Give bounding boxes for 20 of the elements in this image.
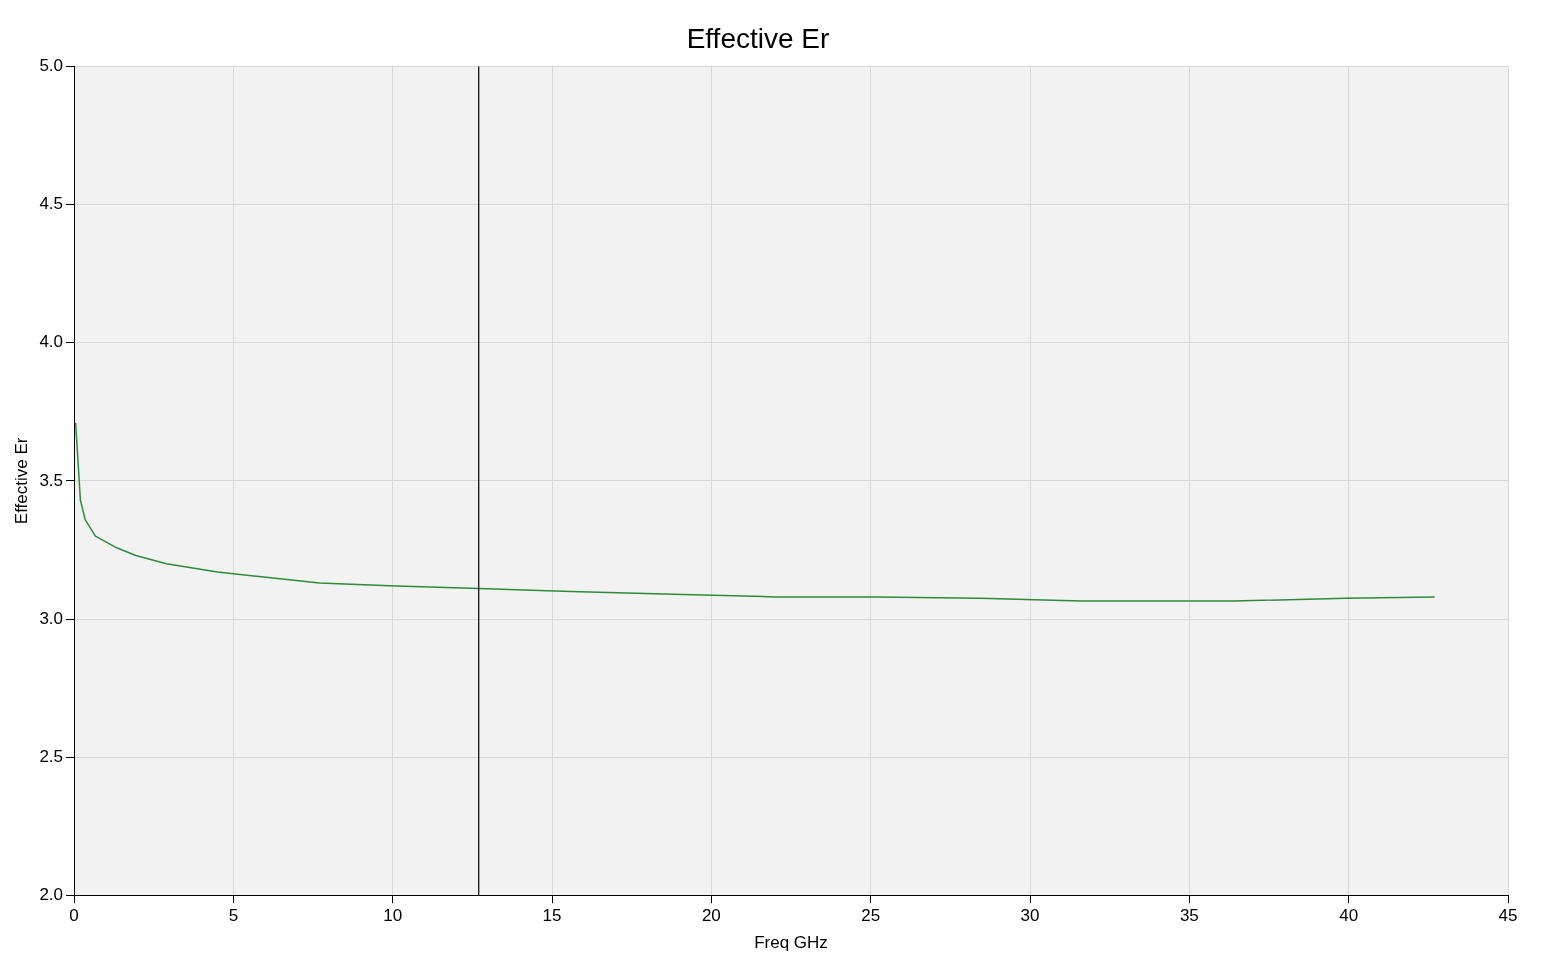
y-axis-title: Effective Er [11, 437, 31, 525]
x-tick-label: 45 [1498, 906, 1518, 926]
x-tick-label: 15 [542, 906, 562, 926]
y-tick-label: 3.5 [39, 470, 64, 490]
y-tick-label: 2.0 [39, 884, 64, 904]
x-tick-label: 20 [701, 906, 721, 926]
x-tick-label: 35 [1179, 906, 1199, 926]
y-tick-label: 3.0 [39, 608, 64, 628]
x-tick-label: 25 [861, 906, 881, 926]
x-tick-label: 10 [383, 906, 403, 926]
chart-title: Effective Er [686, 22, 830, 54]
y-tick-label: 2.5 [39, 746, 64, 766]
x-axis-title: Freq GHz [754, 933, 828, 953]
y-tick-label: 5.0 [39, 56, 64, 76]
y-tick-label: 4.0 [39, 332, 64, 352]
x-tick-label: 30 [1020, 906, 1040, 926]
x-tick-label: 0 [69, 906, 79, 926]
x-tick-label: 5 [228, 906, 239, 926]
x-tick-label: 40 [1339, 906, 1359, 926]
y-tick-label: 4.5 [39, 194, 64, 214]
